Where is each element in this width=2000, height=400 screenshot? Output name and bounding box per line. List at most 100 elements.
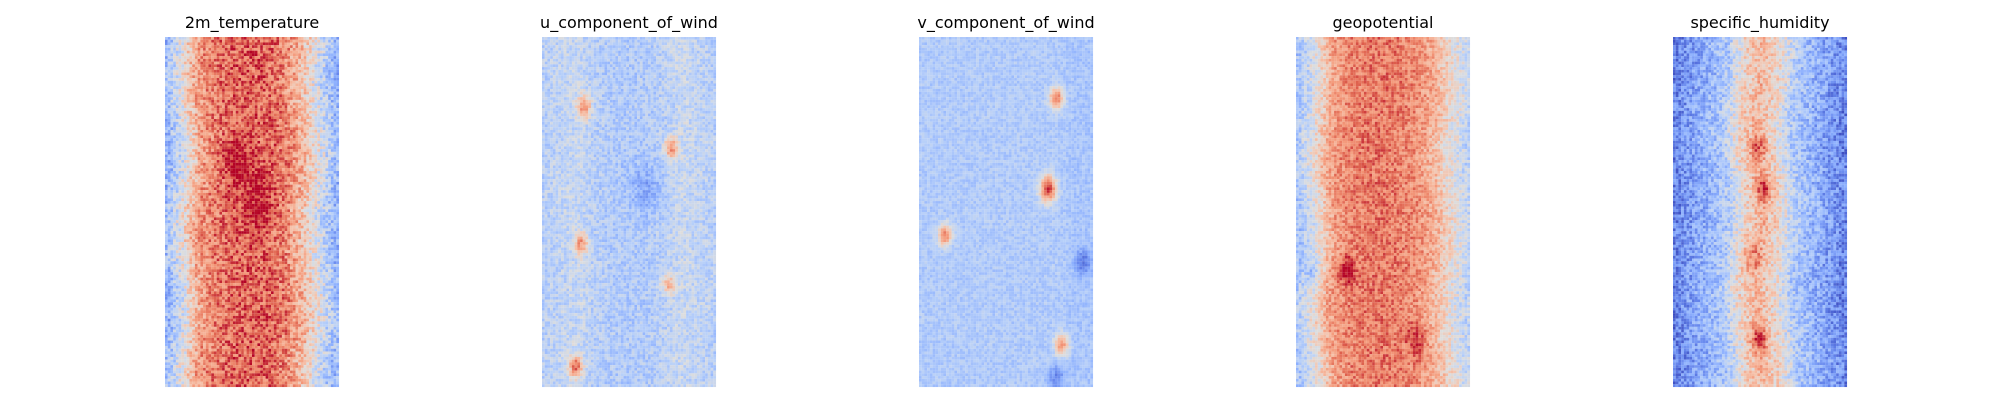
heatmap-cell [290,40,293,43]
heatmap-cell [293,42,296,45]
heatmap-cell [170,40,173,43]
heatmap-cell [192,56,195,59]
heatmap-cell [296,56,299,59]
heatmap-cell [176,51,179,54]
heatmap-cell [179,53,182,56]
heatmap-cell [268,48,271,51]
heatmap-cell [176,59,179,62]
heatmap-cell [274,42,277,45]
heatmap-cell [244,45,247,48]
heatmap-cell [206,51,209,54]
heatmap-cell [315,42,318,45]
heatmap-cell [315,56,318,59]
heatmap-cell [301,53,304,56]
heatmap-cell [217,62,220,65]
heatmap-cell [334,40,337,43]
heatmap-cell [312,37,315,40]
heatmap-cell [290,42,293,45]
heatmap-cell [230,37,233,40]
heatmap-cell [271,48,274,51]
heatmap-cell [238,37,241,40]
heatmap-cell [257,45,260,48]
heatmap-cell [225,53,228,56]
heatmap-cell [257,51,260,54]
heatmap-cell [179,59,182,62]
heatmap-cell [331,42,334,45]
heatmap-cell [301,42,304,45]
heatmap-cell [228,45,231,48]
heatmap-cell [181,56,184,59]
heatmap-cell [184,45,187,48]
heatmap-cell [214,37,217,40]
heatmap-cell [320,51,323,54]
heatmap-cell [219,51,222,54]
heatmap-cell [192,59,195,62]
heatmap-cell [195,48,198,51]
heatmap-cell [293,37,296,40]
heatmap-cell [219,56,222,59]
heatmap-cell [328,51,331,54]
heatmap-cell [328,48,331,51]
heatmap-cell [323,45,326,48]
heatmap-cell [176,53,179,56]
heatmap-cell [296,42,299,45]
heatmap-cell [306,59,309,62]
heatmap-cell [189,51,192,54]
heatmap-cell [274,51,277,54]
heatmap-cell [187,48,190,51]
heatmap-cell [170,42,173,45]
heatmap-cell [312,59,315,62]
heatmap-cell [165,59,168,62]
heatmap-cell [325,59,328,62]
heatmap-cell [203,48,206,51]
heatmap-cell [247,40,250,43]
heatmap-cell [298,42,301,45]
heatmap-cell [179,48,182,51]
heatmap-cell [238,59,241,62]
heatmap-cell [274,53,277,56]
heatmap-cell [195,42,198,45]
heatmap-cell [285,42,288,45]
heatmap-cell [274,37,277,40]
heatmap-cell [241,42,244,45]
heatmap-cell [209,62,212,65]
heatmap-cell [317,53,320,56]
heatmap-cell [296,53,299,56]
heatmap-cell [249,37,252,40]
heatmap-cell [233,42,236,45]
heatmap-cell [168,59,171,62]
heatmap-cell [312,42,315,45]
heatmap-cell [309,37,312,40]
heatmap-cell [304,59,307,62]
heatmap-cell [317,59,320,62]
heatmap-cell [236,42,239,45]
heatmap-cell [214,40,217,43]
heatmap-cell [304,45,307,48]
heatmap-cell [165,48,168,51]
heatmap-cell [320,42,323,45]
heatmap-cell [279,56,282,59]
heatmap-cell [271,40,274,43]
heatmap-cell [222,48,225,51]
heatmap-cell [266,59,269,62]
heatmap-cell [209,37,212,40]
heatmap-cell [189,37,192,40]
heatmap-cell [233,59,236,62]
heatmap-cell [325,53,328,56]
heatmap-cell [228,59,231,62]
heatmap-cell [238,53,241,56]
heatmap-cell [170,62,173,65]
heatmap-cell [179,51,182,54]
heatmap-cell [165,53,168,56]
heatmap-cell [287,48,290,51]
heatmap-cell [228,51,231,54]
heatmap-cell [206,48,209,51]
heatmap-cell [173,40,176,43]
heatmap-cell [192,42,195,45]
heatmap-cell [225,37,228,40]
heatmap-cell [195,62,198,65]
heatmap-cell [222,53,225,56]
heatmap-cell [233,56,236,59]
heatmap-cell [219,42,222,45]
heatmap-cell [219,48,222,51]
